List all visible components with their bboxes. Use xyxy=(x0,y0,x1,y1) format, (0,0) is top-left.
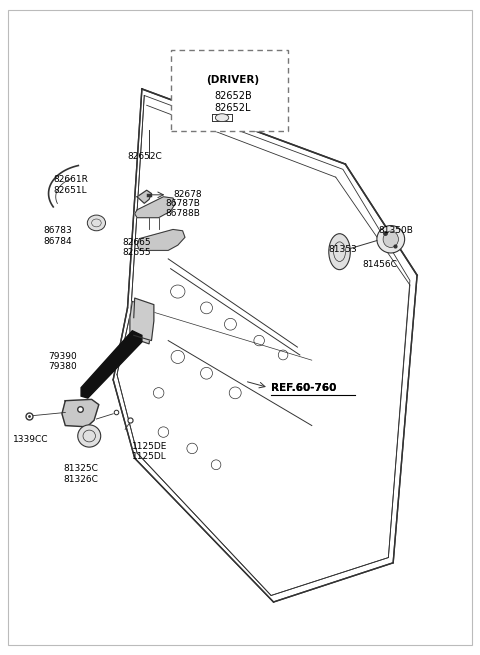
Polygon shape xyxy=(137,190,152,203)
Polygon shape xyxy=(134,298,154,341)
Ellipse shape xyxy=(377,225,405,253)
Text: 81456C: 81456C xyxy=(362,260,397,269)
Polygon shape xyxy=(81,331,142,398)
Polygon shape xyxy=(62,400,99,427)
Ellipse shape xyxy=(329,234,350,270)
Ellipse shape xyxy=(383,231,398,248)
Text: 82652B
82652L: 82652B 82652L xyxy=(214,91,252,113)
Text: 82678: 82678 xyxy=(173,191,202,199)
Text: REF.60-760: REF.60-760 xyxy=(271,383,336,392)
Text: 82665
82655: 82665 82655 xyxy=(123,238,151,257)
Ellipse shape xyxy=(78,425,101,447)
Text: 1339CC: 1339CC xyxy=(12,436,48,445)
Ellipse shape xyxy=(216,114,229,122)
Ellipse shape xyxy=(87,215,106,231)
Text: 82652C: 82652C xyxy=(128,152,162,160)
FancyBboxPatch shape xyxy=(170,50,288,132)
Text: REF.60-760: REF.60-760 xyxy=(271,383,336,392)
Text: 81350B: 81350B xyxy=(379,226,414,235)
Text: (DRIVER): (DRIVER) xyxy=(206,75,259,85)
Text: 86783
86784: 86783 86784 xyxy=(44,226,72,246)
Text: 79390
79380: 79390 79380 xyxy=(48,352,77,371)
Polygon shape xyxy=(137,229,185,250)
Text: 82661R
82651L: 82661R 82651L xyxy=(53,176,88,195)
Text: 1125DE
1125DL: 1125DE 1125DL xyxy=(132,442,168,461)
Text: 81325C
81326C: 81325C 81326C xyxy=(63,464,98,483)
Text: 86787B
86788B: 86787B 86788B xyxy=(166,199,201,218)
Polygon shape xyxy=(135,196,175,217)
Text: 81353: 81353 xyxy=(328,244,357,253)
Polygon shape xyxy=(130,301,152,344)
